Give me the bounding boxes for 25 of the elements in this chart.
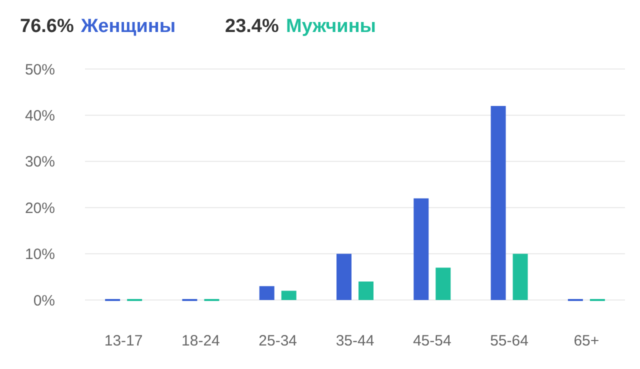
bar (436, 268, 451, 300)
text: Женщины (80, 16, 176, 37)
x-tick-label: 18-24 (182, 332, 220, 350)
x-tick-label: 35-44 (336, 332, 374, 350)
x-tick-label: 55-64 (490, 332, 528, 350)
bar (281, 290, 296, 300)
text: 76.6% (20, 16, 74, 37)
x-tick-label: 45-54 (412, 332, 452, 350)
text: 23.4% (225, 16, 279, 37)
y-tick-label: 50% (24, 61, 55, 78)
y-tick-label: 40% (24, 107, 55, 124)
bar (259, 286, 274, 300)
text: Мужчины (286, 16, 376, 37)
y-tick-label: 20% (24, 200, 55, 217)
x-tick-label: 25-34 (258, 332, 298, 350)
bar (358, 282, 374, 300)
y-tick-label: 0% (33, 292, 55, 310)
x-tick-label: 13-17 (104, 332, 143, 350)
x-tick-label: 65+ (574, 332, 600, 350)
bar (490, 106, 506, 300)
bar (336, 254, 352, 300)
y-tick-label: 30% (24, 154, 55, 171)
bar (512, 254, 528, 300)
y-tick-label: 10% (24, 246, 55, 264)
bar (414, 198, 429, 300)
